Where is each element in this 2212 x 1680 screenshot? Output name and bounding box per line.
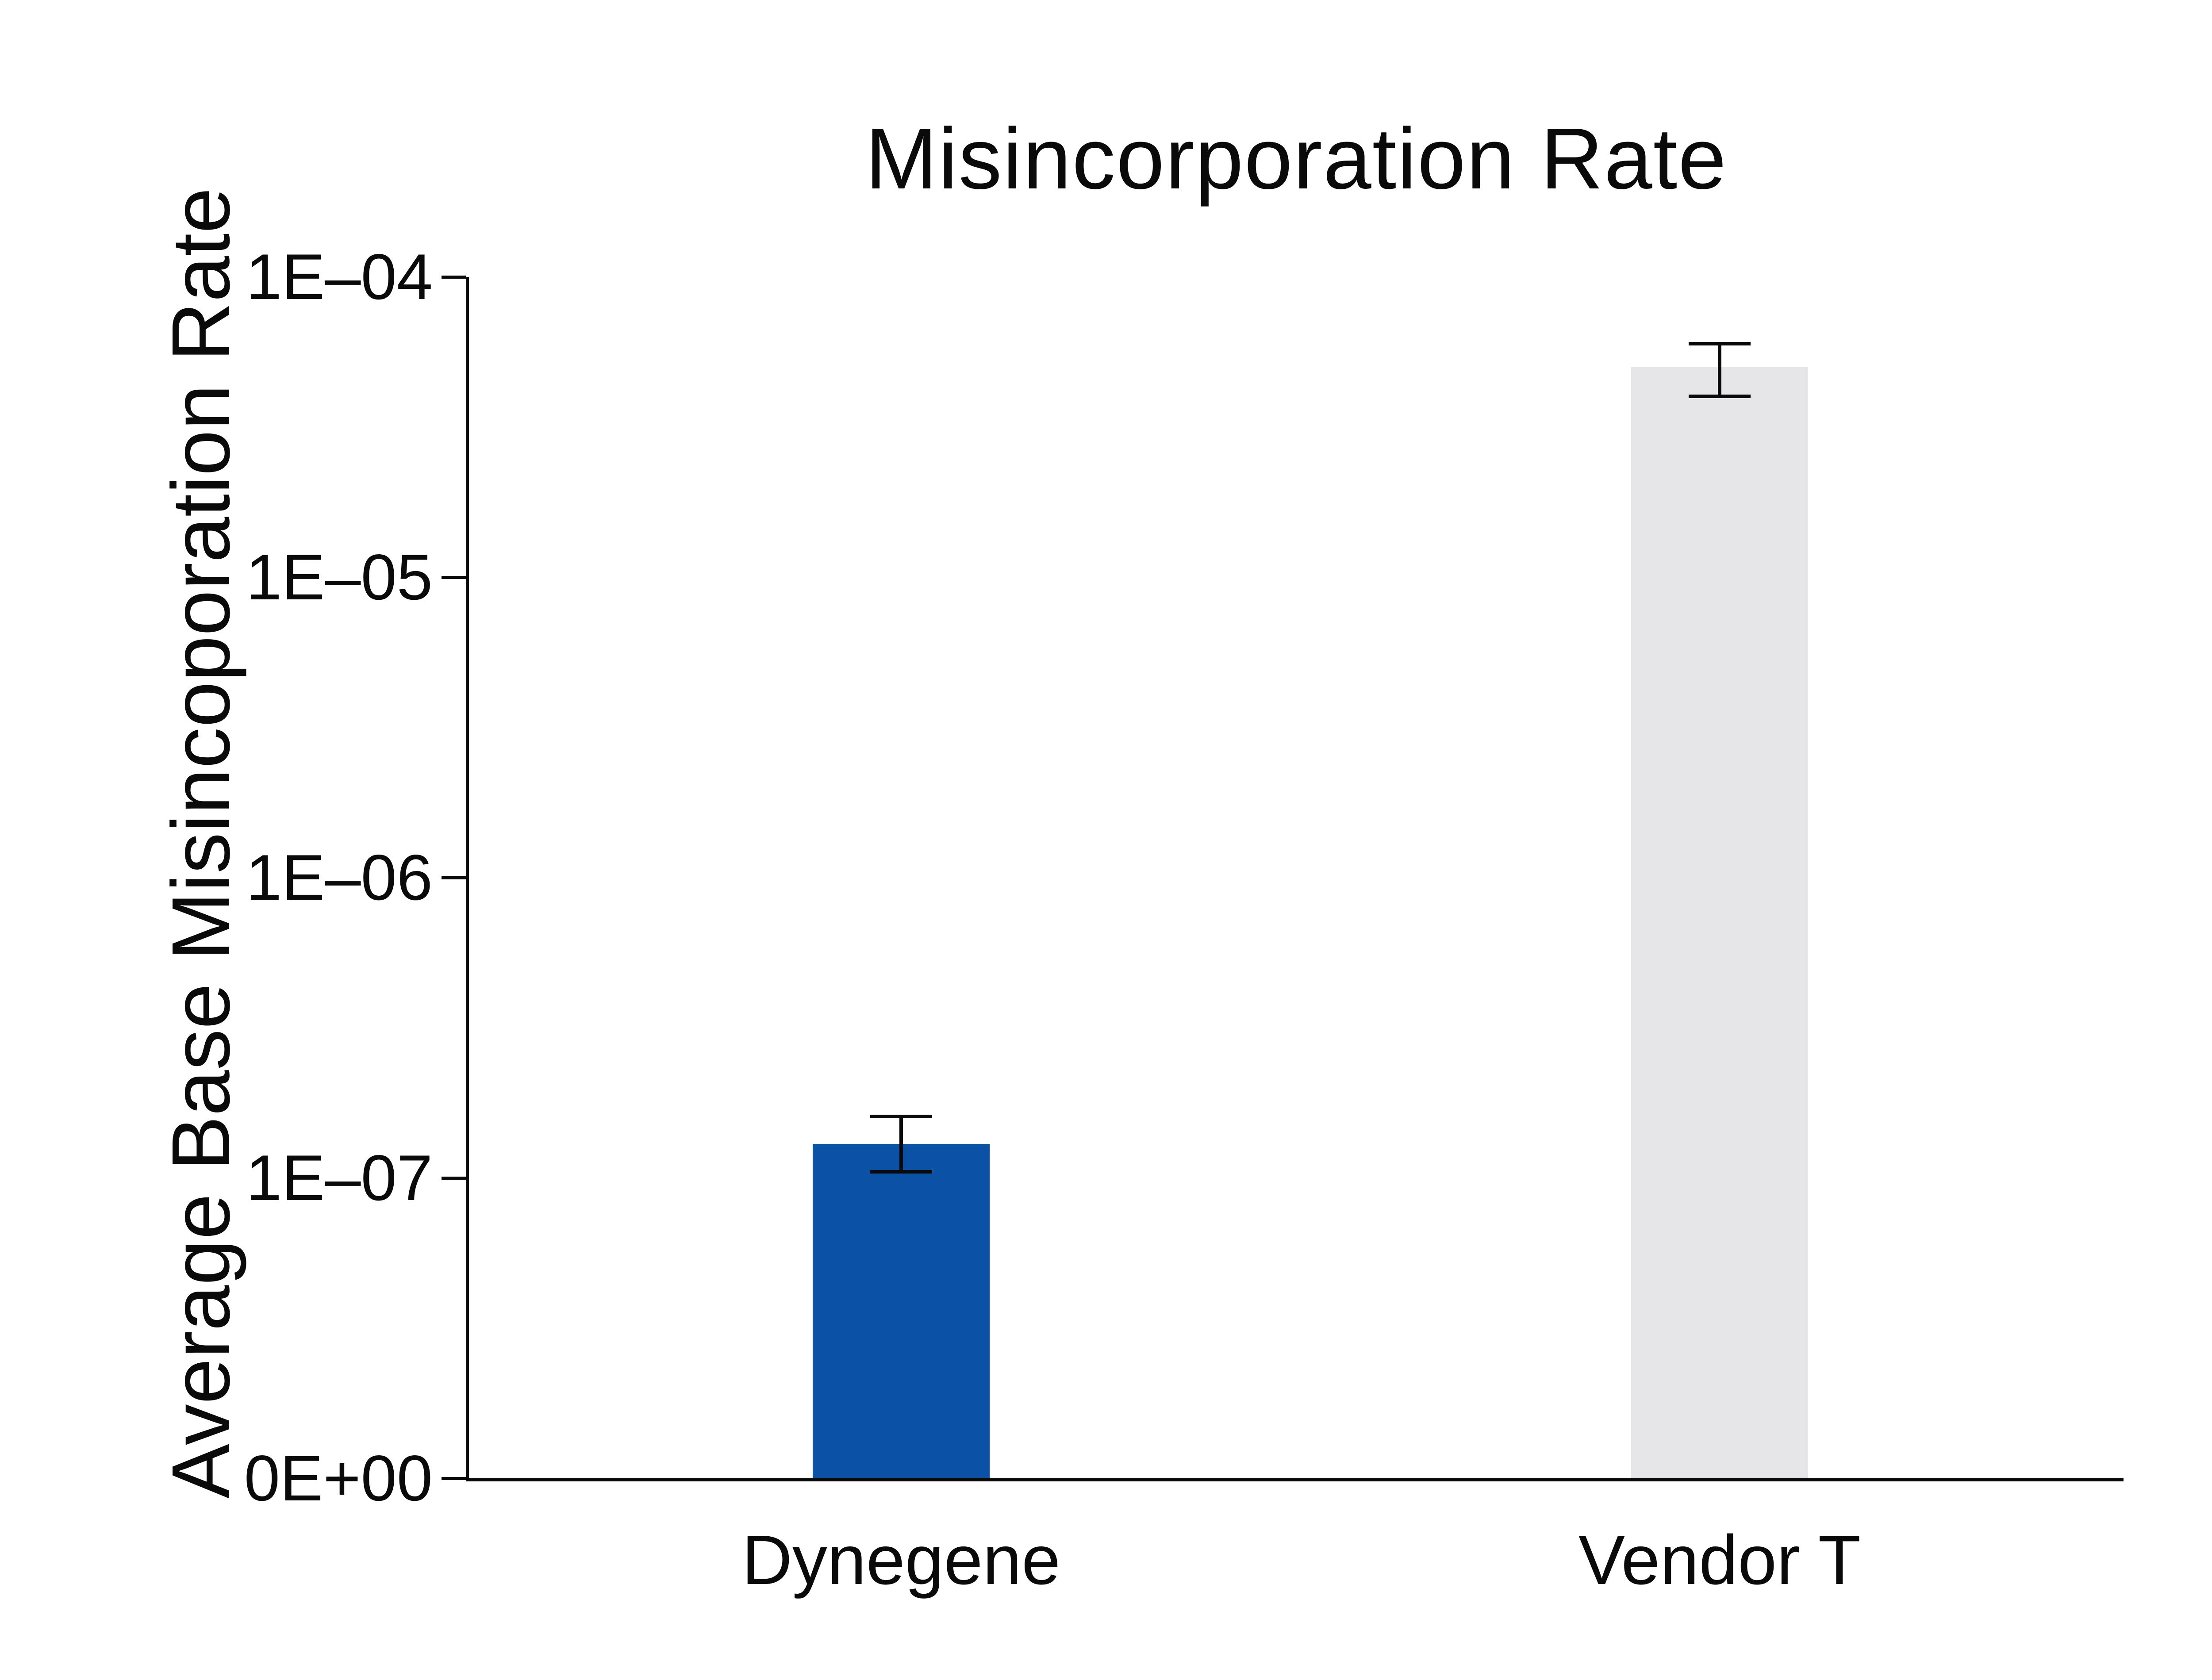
chart-title: Misincorporation Rate <box>865 110 1728 207</box>
y-tick-mark-4 <box>442 1477 466 1480</box>
y-tick-mark-2 <box>442 876 466 879</box>
error-bar-vendor-t <box>1718 343 1721 397</box>
y-tick-mark-1 <box>442 576 466 579</box>
error-cap-bottom-dynegene <box>870 1170 932 1174</box>
y-tick-label-1: 1E–05 <box>246 541 433 613</box>
y-tick-label-3: 1E–07 <box>246 1142 433 1214</box>
y-tick-mark-3 <box>442 1177 466 1180</box>
category-label-vendor-t: Vendor T <box>1578 1521 1861 1599</box>
category-label-dynegene: Dynegene <box>741 1521 1061 1599</box>
y-tick-label-2: 1E–06 <box>246 841 433 913</box>
y-tick-label-4: 0E+00 <box>244 1442 433 1514</box>
error-cap-top-vendor-t <box>1689 341 1751 345</box>
misincorporation-rate-chart: Misincorporation Rate Average Base Misin… <box>18 7 2212 1673</box>
y-tick-mark-0 <box>442 276 466 279</box>
y-axis-line <box>466 277 469 1481</box>
error-cap-bottom-vendor-t <box>1689 395 1751 399</box>
y-tick-label-0: 1E–04 <box>246 241 433 313</box>
bar-vendor-t <box>1631 367 1808 1478</box>
error-bar-dynegene <box>899 1116 903 1172</box>
x-axis-line <box>466 1478 2124 1481</box>
error-cap-top-dynegene <box>870 1115 932 1119</box>
bar-dynegene <box>813 1143 990 1478</box>
